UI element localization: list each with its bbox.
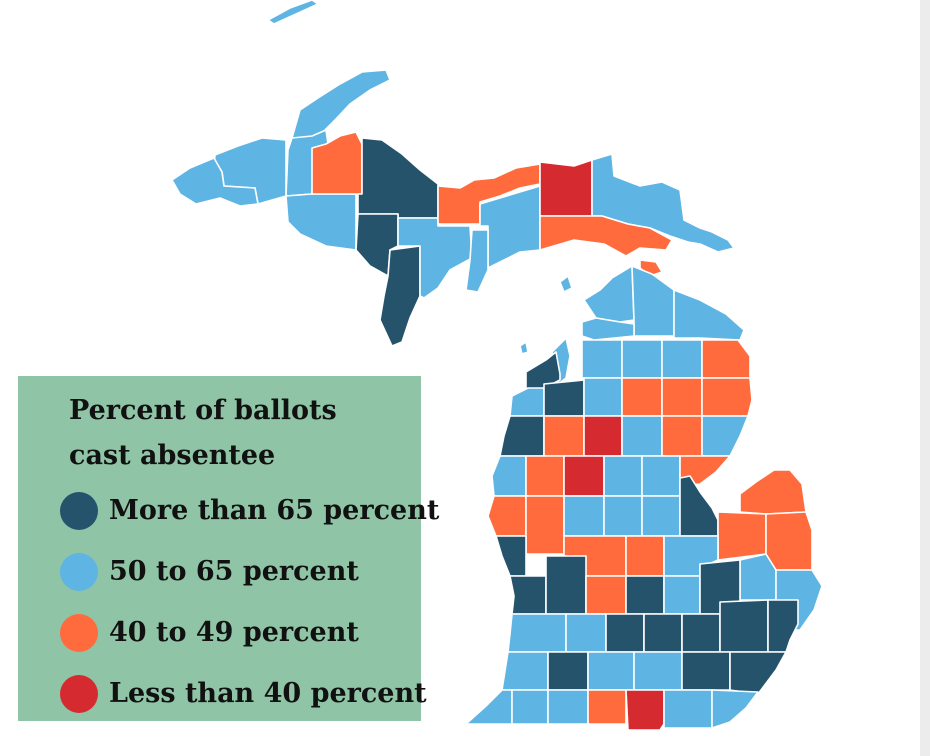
- county-oakland: [719, 599, 769, 653]
- county-st-joseph: [547, 689, 589, 725]
- county-presque-isle: [673, 289, 745, 341]
- county-otsego: [621, 339, 663, 379]
- legend-label: 50 to 65 percent: [109, 556, 359, 587]
- legend-title-line-1: Percent of ballots: [69, 395, 337, 426]
- county-wayne: [729, 651, 787, 695]
- legend-title-line-2: cast absentee: [69, 440, 276, 471]
- county-gladwin: [641, 455, 681, 497]
- county-cass: [511, 689, 549, 725]
- county-manistee: [499, 415, 545, 457]
- county-tuscola: [717, 511, 767, 561]
- county-eaton: [605, 613, 645, 653]
- county-gogebic: [171, 157, 259, 207]
- county-grand-traverse: [543, 379, 585, 417]
- county-calhoun: [587, 651, 635, 691]
- county-missaukee: [583, 415, 623, 457]
- county-schoolcraft-south: [465, 229, 489, 293]
- county-kent: [545, 555, 587, 615]
- legend-title: Percent of ballots cast absentee: [69, 388, 399, 478]
- county-allegan: [507, 613, 567, 653]
- county-lake: [525, 455, 565, 497]
- county-lapeer: [739, 553, 777, 601]
- legend-swatch-orange: [60, 614, 98, 652]
- isle-royale: [267, 0, 319, 25]
- county-crawford: [621, 377, 663, 417]
- county-ingham: [643, 613, 683, 653]
- island-beaver: [559, 275, 573, 293]
- county-clinton: [625, 575, 665, 615]
- county-huron: [739, 469, 807, 515]
- legend: Percent of ballots cast absentee More th…: [18, 376, 439, 721]
- county-iron: [285, 193, 357, 251]
- legend-swatch-red: [60, 675, 98, 713]
- county-mason: [491, 455, 527, 497]
- county-luce: [539, 159, 593, 217]
- county-oscoda: [661, 377, 703, 417]
- county-midland: [641, 495, 681, 537]
- county-hillsdale: [625, 689, 665, 731]
- county-monroe: [711, 689, 759, 729]
- county-wexford: [543, 415, 585, 457]
- county-keweenaw: [291, 69, 391, 141]
- county-mecosta: [563, 495, 605, 537]
- legend-swatch-dark-blue: [60, 492, 98, 530]
- county-kalamazoo: [547, 651, 589, 691]
- county-roscommon: [621, 415, 663, 457]
- county-baraga: [311, 131, 363, 195]
- county-antrim: [581, 339, 623, 379]
- county-van-buren: [501, 651, 549, 691]
- county-emmet: [583, 265, 635, 323]
- county-isabella: [603, 495, 643, 537]
- county-charlevoix: [581, 317, 635, 341]
- county-ottawa: [509, 575, 547, 615]
- county-livingston: [681, 613, 721, 653]
- county-berrien: [465, 689, 513, 725]
- county-newaygo: [525, 495, 565, 555]
- county-clare: [603, 455, 643, 497]
- county-iosco: [701, 415, 749, 457]
- county-marquette: [357, 137, 439, 219]
- county-montmorency: [661, 339, 703, 379]
- county-jackson: [633, 651, 683, 691]
- county-gratiot: [625, 535, 665, 577]
- county-shiawassee: [663, 575, 701, 615]
- legend-label: 40 to 49 percent: [109, 617, 359, 648]
- county-bay: [679, 475, 719, 537]
- county-ionia: [585, 575, 627, 615]
- county-alpena: [701, 339, 751, 379]
- county-oceana: [487, 495, 527, 537]
- page-edge-strip: [920, 0, 930, 756]
- county-muskegon: [495, 535, 527, 577]
- legend-swatch-light-blue: [60, 553, 98, 591]
- county-barry: [565, 613, 607, 653]
- county-osceola: [563, 455, 605, 497]
- county-macomb: [767, 599, 799, 653]
- legend-label: Less than 40 percent: [109, 678, 427, 709]
- county-mackinac: [539, 215, 673, 257]
- county-kalkaska: [583, 377, 623, 417]
- county-lenawee: [663, 689, 713, 729]
- island-north-manitou: [519, 341, 529, 355]
- county-sanilac: [765, 511, 813, 571]
- county-benzie: [509, 387, 545, 417]
- county-washtenaw: [681, 651, 731, 691]
- county-branch: [587, 689, 627, 725]
- county-cheboygan: [631, 265, 675, 337]
- county-ogemaw: [661, 415, 703, 457]
- legend-label: More than 65 percent: [109, 495, 440, 526]
- county-alcona: [701, 377, 753, 417]
